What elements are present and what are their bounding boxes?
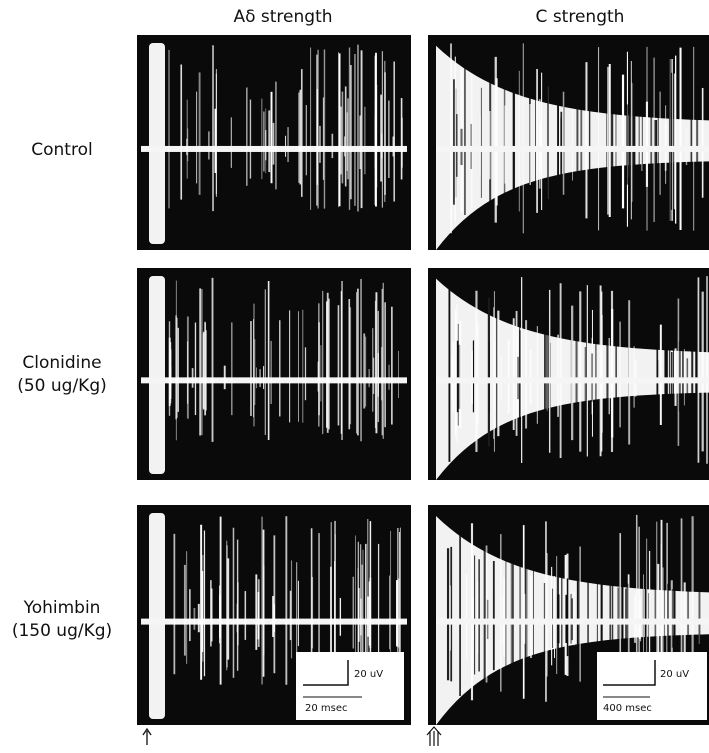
- scale-time: 400 msec: [603, 703, 652, 714]
- row-label: (150 ug/Kg): [12, 621, 112, 641]
- column-header: Aδ strength: [233, 7, 332, 27]
- row-label: Yohimbin: [23, 598, 101, 618]
- baseline: [436, 377, 709, 383]
- baseline: [141, 377, 407, 383]
- baseline: [436, 619, 709, 625]
- baseline: [436, 146, 709, 152]
- scale-amplitude: 20 uV: [354, 669, 383, 680]
- scale-time: 20 msec: [305, 703, 348, 714]
- figure: Aδ strength C strength Control Clonidine…: [0, 0, 709, 753]
- stimulus-arrow: [427, 727, 441, 746]
- stimulus-artifact: [149, 276, 165, 474]
- column-header: C strength: [536, 7, 625, 27]
- stimulus-artifact: [149, 513, 165, 719]
- panels: [137, 35, 709, 725]
- row-label: Control: [31, 140, 92, 160]
- scale-bar: 20 uV 20 msec: [296, 652, 404, 720]
- row-label: (50 ug/Kg): [17, 376, 107, 396]
- scale-amplitude: 20 uV: [660, 669, 689, 680]
- scale-bar: 20 uV 400 msec: [597, 652, 707, 720]
- row-label: Clonidine: [22, 353, 101, 373]
- stimulus-artifact: [149, 43, 165, 244]
- stimulus-arrow: [143, 729, 151, 745]
